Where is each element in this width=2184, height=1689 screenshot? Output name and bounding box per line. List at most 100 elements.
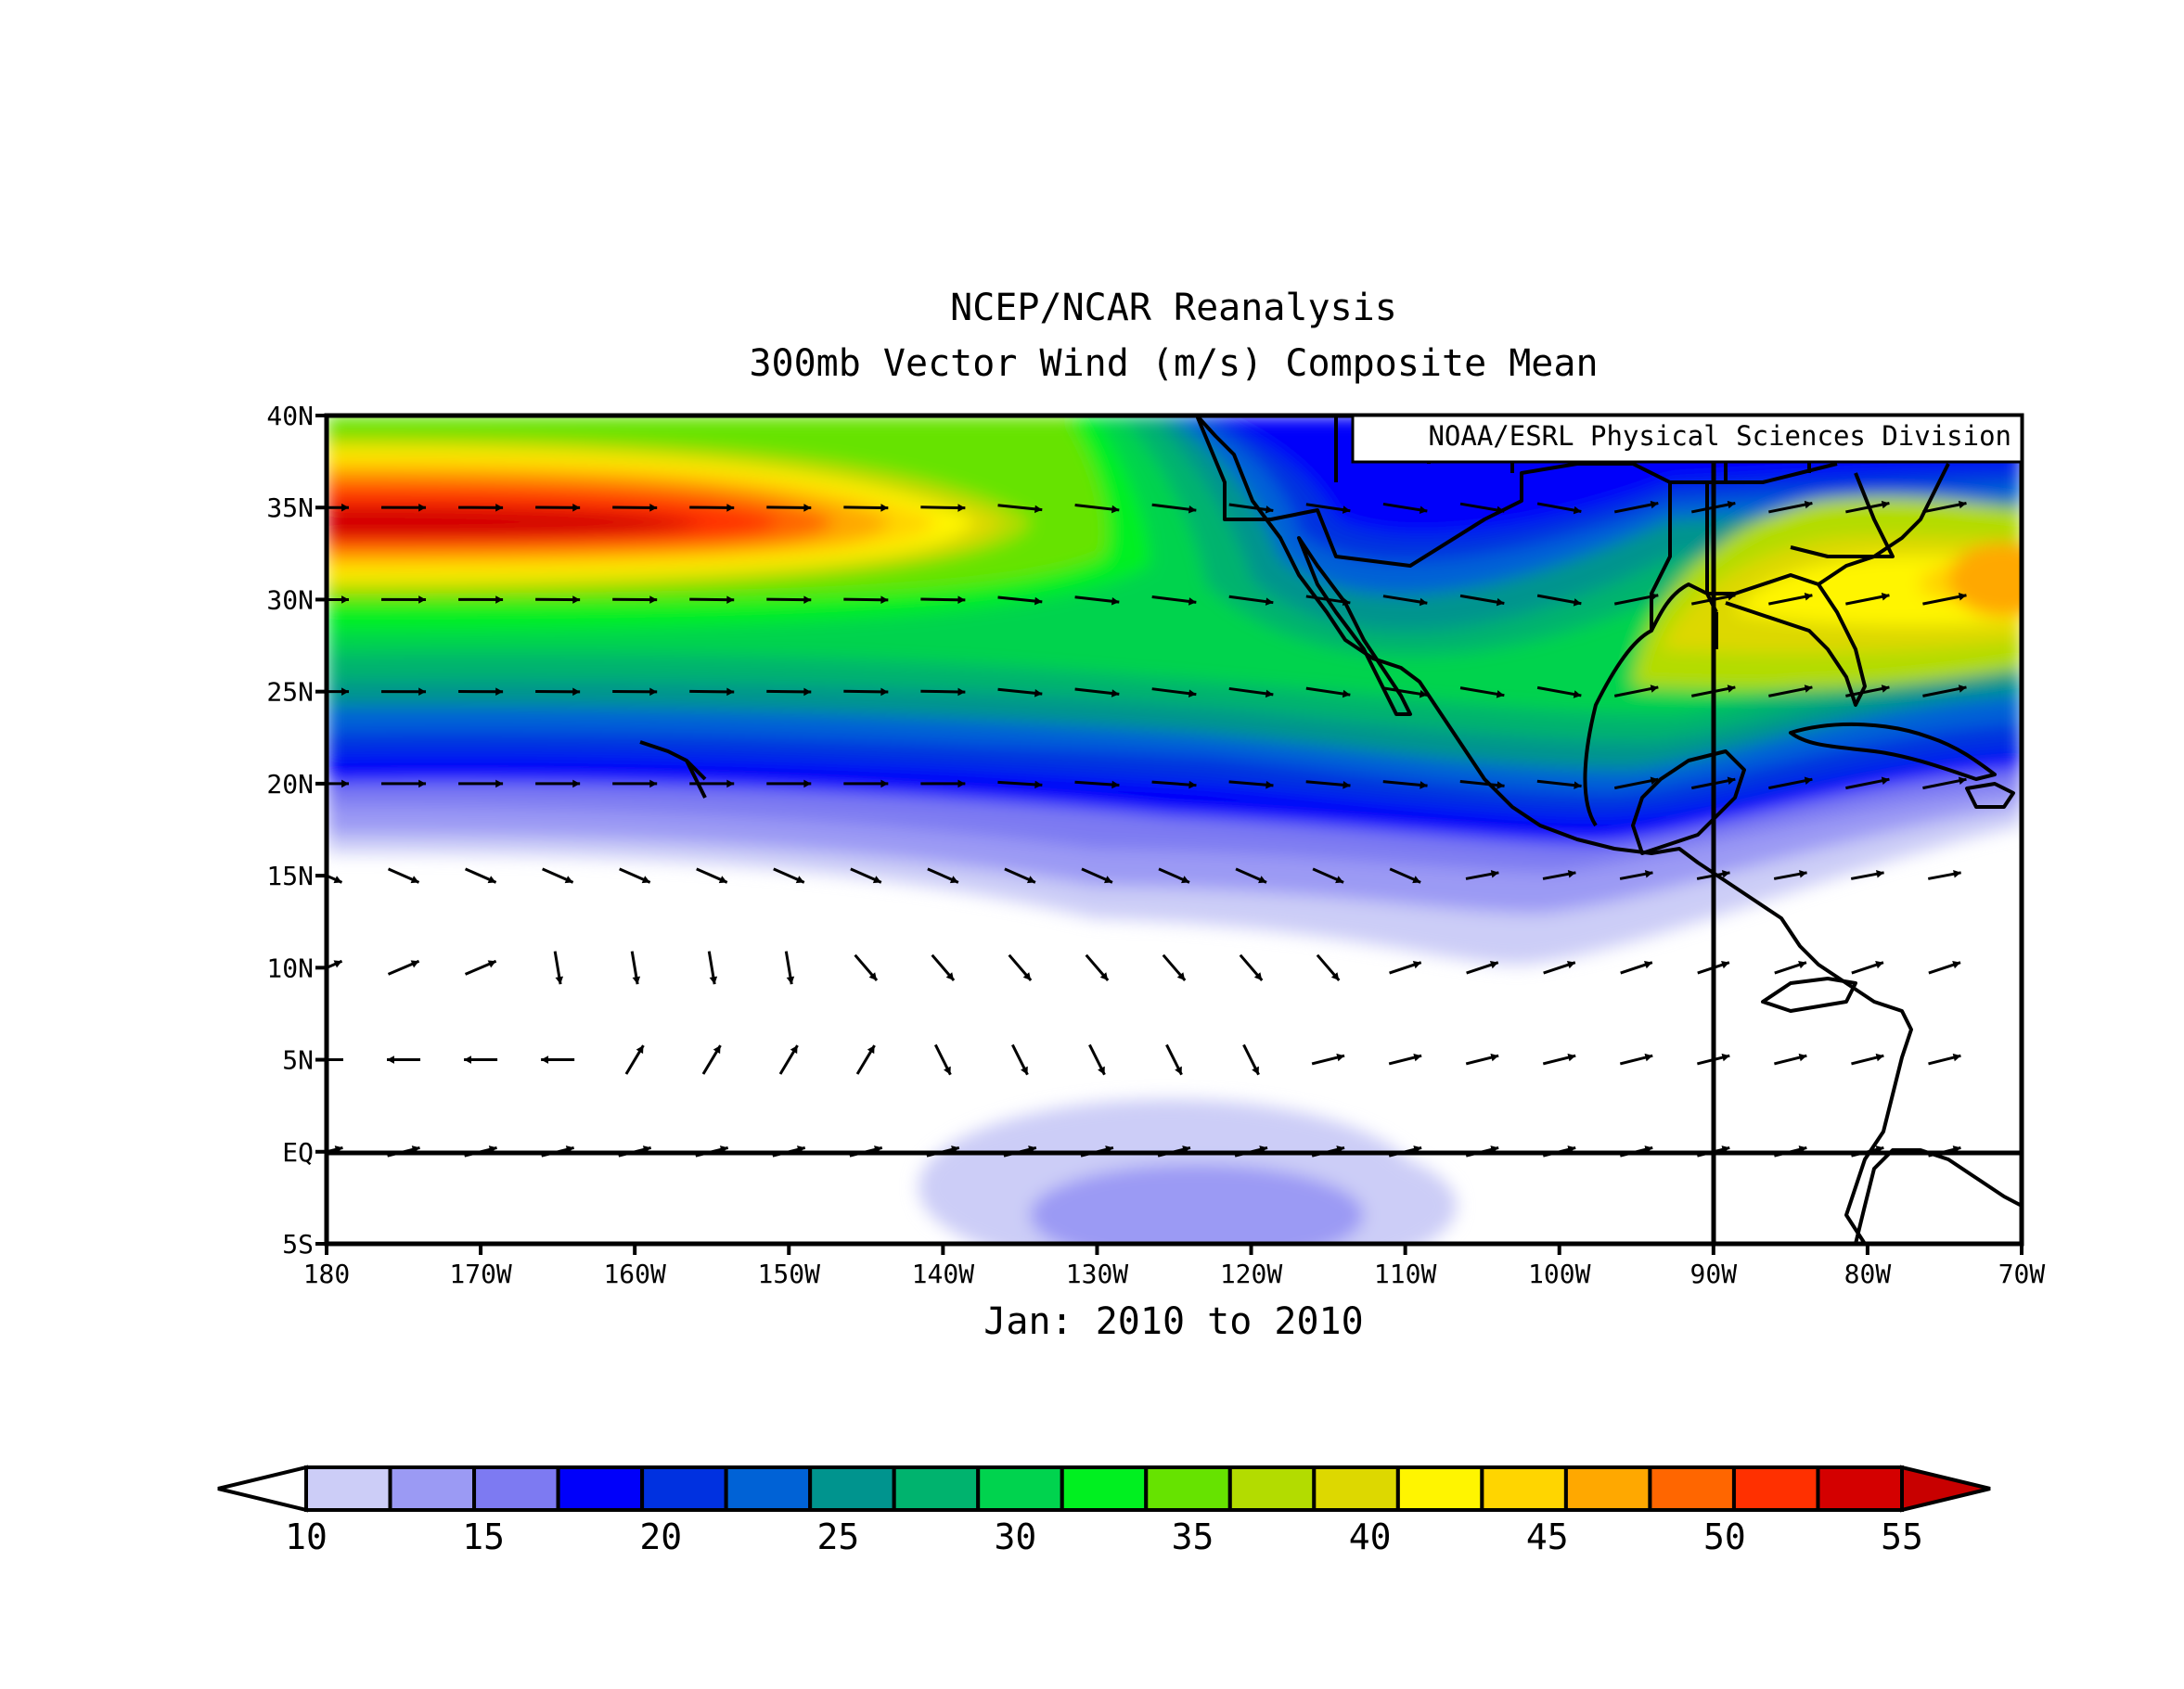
- colorbar-swatch: [1731, 1465, 1820, 1512]
- wind-arrow: [1228, 686, 1274, 698]
- wind-arrow: [327, 503, 349, 512]
- chart-subtitle: 300mb Vector Wind (m/s) Composite Mean: [749, 342, 1598, 385]
- wind-arrow: [1543, 961, 1576, 975]
- wind-arrow: [920, 504, 966, 512]
- wind-arrow: [931, 953, 956, 981]
- wind-arrow: [327, 687, 349, 696]
- wind-arrow: [854, 953, 879, 981]
- colorbar-label: 55: [1881, 1516, 1923, 1557]
- wind-arrow: [1845, 500, 1890, 514]
- colorbar-swatch: [1563, 1465, 1652, 1512]
- wind-arrow: [1459, 502, 1505, 515]
- wind-arrow: [1542, 1053, 1576, 1066]
- colorbar: 10 15 20 25 30 35 40 45 50 55: [217, 1465, 1991, 1557]
- colorbar-swatch: [1060, 1465, 1149, 1512]
- colorbar-swatch: [1144, 1465, 1232, 1512]
- colorbar-swatch: [1312, 1465, 1400, 1512]
- lon-tick-label: 90W: [1690, 1259, 1738, 1289]
- wind-arrow: [1845, 776, 1890, 790]
- wind-vectors: [327, 500, 1967, 1158]
- wind-arrow: [707, 951, 718, 985]
- wind-arrow: [696, 867, 728, 884]
- colorbar-swatch: [1395, 1465, 1484, 1512]
- wind-arrow: [1922, 500, 1967, 514]
- wind-arrow: [1768, 685, 1813, 697]
- wind-arrow: [387, 1056, 421, 1064]
- wind-arrow: [1613, 593, 1659, 606]
- wind-arrow: [1465, 1053, 1499, 1066]
- wind-arrow: [701, 1044, 722, 1075]
- wind-arrow: [387, 867, 420, 884]
- wind-arrow: [535, 595, 581, 604]
- map-frame: [324, 413, 2024, 1247]
- wind-arrow: [535, 779, 581, 788]
- wind-arrow: [1922, 593, 1967, 606]
- wind-arrow: [1613, 685, 1659, 697]
- wind-arrow: [1151, 503, 1197, 514]
- wind-arrow: [933, 1043, 952, 1076]
- wind-arrow: [1228, 595, 1274, 606]
- colorbar-swatch: [304, 1465, 392, 1512]
- wind-arrow: [689, 779, 735, 788]
- wind-arrow: [381, 503, 427, 512]
- colorbar-swatch: [556, 1465, 645, 1512]
- wind-arrow: [624, 1044, 645, 1075]
- date-range-label: Jan: 2010 to 2010: [983, 1300, 1363, 1343]
- lat-tick-label: EQ: [282, 1137, 314, 1168]
- lat-tick-label: 40N: [266, 401, 314, 431]
- wind-arrow: [1151, 687, 1197, 697]
- colorbar-swatch: [976, 1465, 1064, 1512]
- wind-arrow: [327, 874, 343, 884]
- colorbar-label: 20: [639, 1516, 682, 1557]
- wind-arrow: [458, 687, 504, 697]
- wind-arrow: [464, 1056, 498, 1064]
- wind-arrow: [1388, 1053, 1422, 1066]
- wind-arrow: [855, 1044, 876, 1075]
- wind-arrow: [619, 867, 651, 884]
- wind-arrow: [920, 595, 966, 605]
- colorbar-swatch: [892, 1465, 981, 1512]
- latitude-axis: 40N 35N 30N 25N 20N 15N 10N 5N EQ 5S: [266, 401, 327, 1260]
- wind-arrow: [1536, 779, 1582, 789]
- wind-arrow: [553, 951, 564, 985]
- wind-arrow: [458, 595, 504, 604]
- wind-arrow: [997, 687, 1043, 697]
- wind-arrow: [766, 504, 812, 512]
- wind-arrow: [1536, 685, 1582, 698]
- wind-arrow: [327, 779, 349, 788]
- lat-tick-label: 30N: [266, 584, 314, 615]
- colorbar-swatch: [388, 1465, 477, 1512]
- colorbar-under-triangle: [217, 1465, 308, 1513]
- wind-arrow: [381, 779, 427, 788]
- wind-arrow: [1305, 780, 1351, 789]
- wind-arrow: [1619, 1053, 1653, 1066]
- lat-tick-label: 25N: [266, 677, 314, 708]
- lat-tick-label: 15N: [266, 861, 314, 891]
- wind-arrow: [535, 504, 581, 512]
- wind-arrow: [1619, 870, 1653, 880]
- wind-arrow: [689, 595, 735, 604]
- wind-arrow: [997, 504, 1043, 514]
- wind-arrow: [464, 867, 497, 884]
- wind-arrow: [1928, 1053, 1961, 1066]
- wind-arrow: [1850, 870, 1884, 880]
- lon-tick-label: 130W: [1066, 1259, 1129, 1289]
- wind-arrow: [1774, 1053, 1807, 1066]
- wind-arrow: [327, 595, 349, 604]
- longitude-axis: 180 170W 160W 150W 140W 130W 120W 110W 100W 90W 80…: [303, 1244, 2045, 1289]
- wind-arrow: [1459, 686, 1505, 698]
- lon-tick-label: 110W: [1374, 1259, 1437, 1289]
- wind-arrow: [1613, 500, 1659, 514]
- wind-arrow: [1922, 776, 1967, 790]
- wind-arrow: [612, 504, 658, 512]
- wind-arrow: [630, 951, 641, 985]
- lat-tick-label: 20N: [266, 769, 314, 800]
- colorbar-label: 15: [462, 1516, 505, 1557]
- wind-arrow: [843, 504, 889, 512]
- lon-tick-label: 120W: [1220, 1259, 1283, 1289]
- wind-arrow: [1305, 595, 1351, 607]
- colorbar-swatch: [724, 1465, 813, 1512]
- wind-arrow: [1235, 867, 1267, 884]
- wind-arrow: [1466, 961, 1499, 975]
